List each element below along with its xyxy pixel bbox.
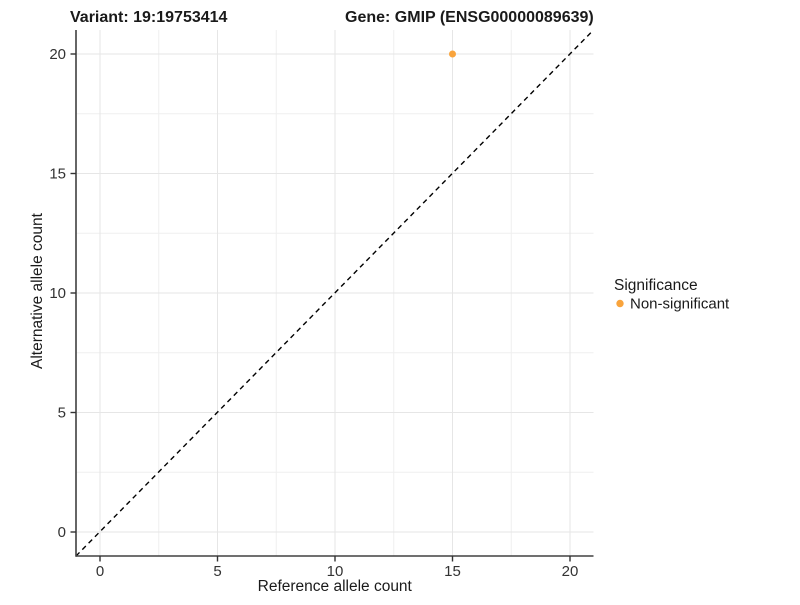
legend-title: Significance xyxy=(614,277,698,294)
chart-title-gene: Gene: GMIP (ENSG00000089639) xyxy=(345,9,594,26)
identity-reference-line xyxy=(75,29,594,557)
legend-item-label: Non-significant xyxy=(630,296,730,313)
x-tick-label: 10 xyxy=(327,563,344,580)
legend-key-dot xyxy=(616,299,624,308)
y-axis-label: Alternative allele count xyxy=(29,212,46,369)
x-tick-label: 15 xyxy=(444,563,461,580)
x-axis-label: Reference allele count xyxy=(258,578,413,595)
x-tick-marks xyxy=(99,556,571,562)
y-tick-label: 20 xyxy=(49,46,66,63)
y-tick-label: 15 xyxy=(49,166,66,183)
major-gridlines xyxy=(76,30,594,556)
y-tick-marks xyxy=(70,53,76,533)
data-point xyxy=(449,50,456,58)
y-tick-labels: 20 15 10 5 0 xyxy=(49,46,66,541)
legend: Significance Non-significant xyxy=(614,277,730,313)
y-tick-label: 0 xyxy=(58,524,66,541)
x-tick-label: 0 xyxy=(96,563,104,580)
x-tick-labels: 0 5 10 15 20 xyxy=(96,563,579,580)
x-tick-label: 20 xyxy=(562,563,579,580)
y-tick-label: 10 xyxy=(49,285,66,302)
x-tick-label: 5 xyxy=(213,563,221,580)
y-tick-label: 5 xyxy=(58,405,66,422)
chart-title-variant: Variant: 19:19753414 xyxy=(70,9,228,26)
